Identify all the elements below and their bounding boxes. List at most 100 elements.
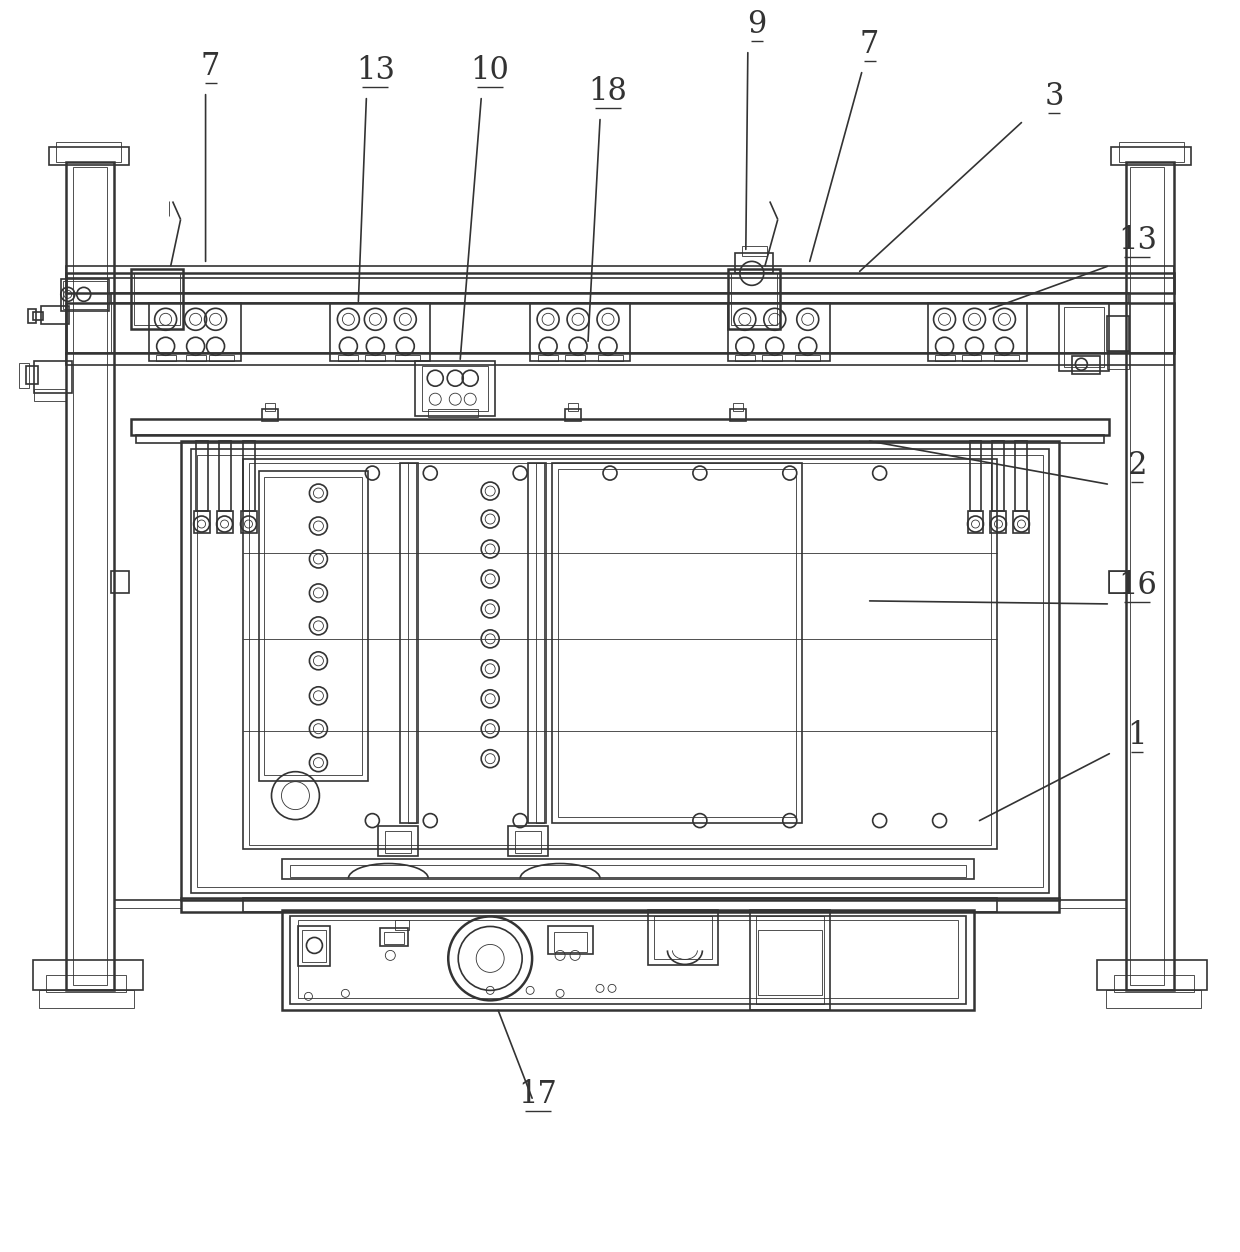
Bar	[66, 353, 1174, 366]
Text: 2: 2	[1127, 449, 1147, 481]
Bar	[186, 356, 206, 362]
Bar	[967, 511, 983, 533]
Bar	[598, 356, 622, 362]
Text: 10: 10	[471, 55, 510, 85]
Bar	[961, 356, 982, 362]
Bar	[110, 303, 1130, 353]
Bar	[243, 899, 997, 913]
Bar	[992, 441, 1004, 511]
Bar	[386, 830, 412, 853]
Bar	[181, 899, 1059, 913]
Bar	[531, 303, 630, 362]
Bar	[1110, 571, 1127, 593]
Text: 17: 17	[518, 1079, 558, 1111]
Bar	[303, 930, 326, 963]
Bar	[263, 409, 279, 421]
Bar	[1097, 960, 1208, 990]
Bar	[1013, 511, 1029, 533]
Bar	[66, 162, 114, 990]
Text: 1: 1	[1127, 720, 1147, 751]
Bar	[243, 441, 254, 511]
Bar	[66, 267, 1174, 278]
Bar	[33, 389, 66, 401]
Text: 7: 7	[201, 50, 221, 81]
Bar	[750, 910, 830, 1010]
Bar	[135, 436, 1105, 443]
Bar	[1106, 990, 1202, 1008]
Bar	[27, 309, 36, 323]
Bar	[408, 463, 417, 823]
Bar	[756, 916, 823, 1004]
Bar	[728, 303, 830, 362]
Bar	[130, 419, 1110, 436]
Bar	[423, 367, 489, 411]
Bar	[536, 463, 544, 823]
Bar	[1110, 571, 1127, 593]
Bar	[733, 403, 743, 411]
Bar	[26, 367, 37, 384]
Bar	[283, 910, 973, 1010]
Bar	[728, 269, 780, 329]
Bar	[528, 463, 546, 823]
Bar	[38, 990, 134, 1008]
Bar	[197, 456, 1043, 886]
Bar	[970, 441, 982, 511]
Bar	[193, 511, 210, 533]
Bar	[1073, 357, 1100, 374]
Bar	[248, 463, 992, 845]
Bar	[134, 273, 180, 326]
Bar	[110, 293, 1130, 303]
Bar	[552, 463, 802, 823]
Bar	[33, 362, 72, 393]
Bar	[181, 441, 1059, 900]
Bar	[290, 916, 966, 1004]
Bar	[1059, 303, 1110, 372]
Bar	[735, 356, 755, 362]
Bar	[66, 273, 1174, 293]
Bar	[1107, 352, 1130, 369]
Bar	[508, 825, 548, 855]
Bar	[548, 926, 593, 954]
Bar	[554, 933, 587, 953]
Bar	[396, 356, 420, 362]
Bar	[1131, 167, 1164, 985]
Bar	[208, 356, 233, 362]
Text: 18: 18	[589, 75, 627, 106]
Bar	[265, 403, 275, 411]
Bar	[19, 363, 29, 388]
Bar	[735, 253, 773, 273]
Text: 13: 13	[1117, 225, 1157, 257]
Bar	[568, 403, 578, 411]
Bar	[290, 865, 966, 876]
Bar	[730, 409, 745, 421]
Bar	[217, 511, 233, 533]
Bar	[283, 859, 973, 879]
Bar	[191, 449, 1049, 894]
Bar	[1120, 141, 1184, 162]
Bar	[928, 303, 1028, 362]
Bar	[1111, 146, 1192, 164]
Bar	[742, 247, 766, 257]
Bar	[565, 409, 582, 421]
Bar	[366, 356, 386, 362]
Bar	[130, 269, 182, 329]
Bar	[32, 960, 143, 990]
Bar	[1016, 441, 1028, 511]
Bar	[538, 356, 558, 362]
Bar	[48, 146, 129, 164]
Bar	[196, 441, 207, 511]
Bar	[1115, 975, 1194, 993]
Bar	[46, 975, 125, 993]
Bar	[758, 930, 822, 995]
Bar	[378, 825, 418, 855]
Bar	[428, 409, 479, 417]
Bar	[66, 303, 1174, 353]
Bar	[381, 929, 408, 947]
Bar	[384, 933, 404, 944]
Bar	[730, 273, 776, 326]
Bar	[649, 910, 718, 965]
Bar	[415, 362, 495, 416]
Bar	[32, 312, 43, 321]
Bar	[565, 356, 585, 362]
Bar	[149, 303, 241, 362]
